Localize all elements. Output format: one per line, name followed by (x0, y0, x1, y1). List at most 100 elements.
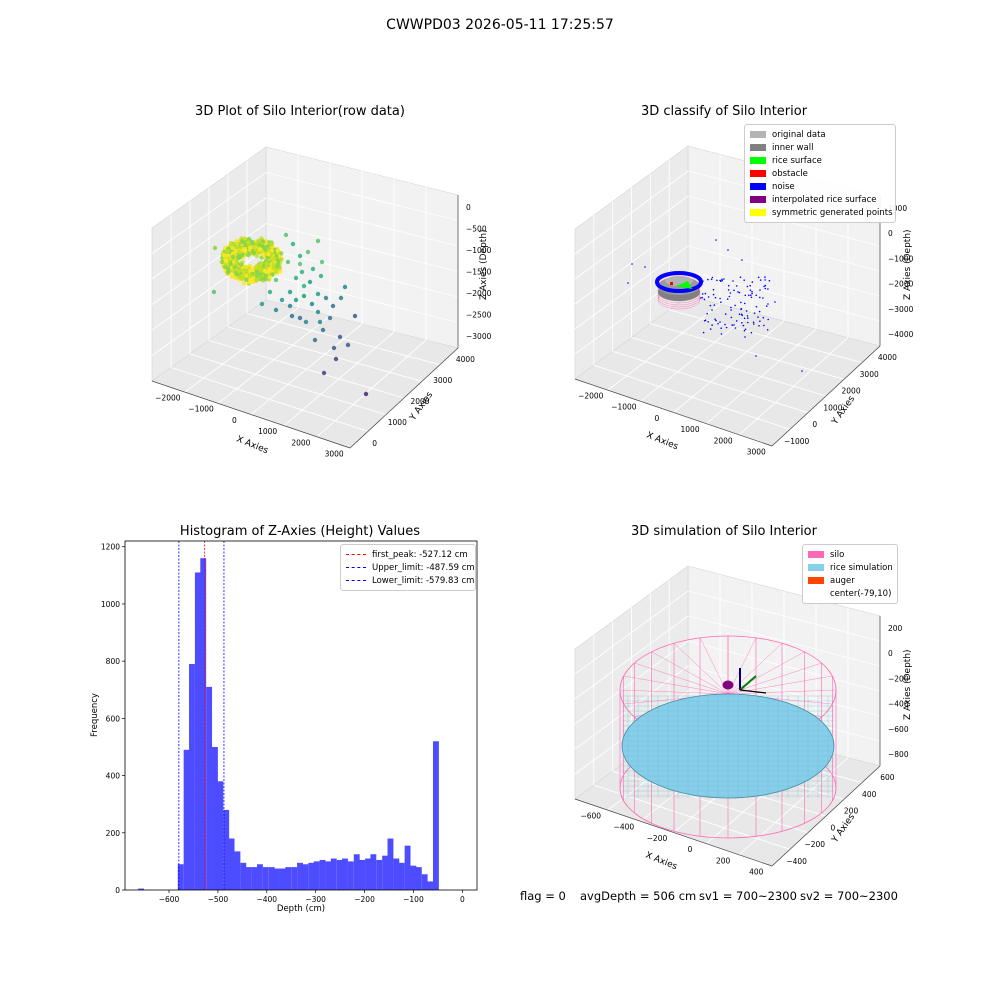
panel1-point (267, 249, 272, 255)
panel2-noise-point (734, 327, 737, 329)
panel2-noise-point (724, 323, 726, 326)
panel1-point (244, 271, 249, 277)
panel1-point (262, 254, 267, 259)
panel1-point (226, 254, 231, 259)
panel1-point (237, 270, 242, 275)
panel1-point (268, 259, 273, 264)
panel1-point (227, 253, 232, 258)
panel2-noise-point (744, 294, 747, 297)
panel1-point (257, 262, 263, 267)
panel1-point (229, 268, 235, 273)
panel1-point (234, 238, 239, 244)
panel1-point (232, 261, 238, 266)
panel1-point (242, 236, 247, 241)
panel1-point (277, 253, 283, 258)
panel1-point (232, 260, 237, 265)
panel1-point (257, 264, 263, 269)
panel1-point (262, 262, 267, 268)
panel1-point (271, 247, 276, 252)
panel1-point (268, 265, 273, 270)
panel1-point (312, 337, 318, 343)
panel1-point (235, 274, 240, 279)
panel1-point (240, 251, 245, 257)
panel1-point (258, 270, 264, 275)
panel1-point (270, 258, 275, 264)
panel2-noise-point (747, 317, 749, 319)
panel2-noise-point (707, 278, 709, 281)
panel1-point (238, 270, 243, 275)
panel1-point (260, 277, 266, 282)
panel1-point (266, 261, 271, 266)
panel1-point (317, 319, 323, 325)
panel2-noise-point (735, 320, 738, 322)
panel1-point (250, 243, 255, 248)
panel2-legend: original data inner wall rice surface obsta… (744, 124, 896, 223)
panel1-point (230, 245, 235, 251)
panel3-bar (262, 867, 269, 890)
panel1-point (265, 246, 271, 252)
panel4-x-tick: −200 (647, 834, 668, 843)
panel1-point (331, 345, 337, 351)
panel1-point (239, 276, 245, 281)
panel1-point (229, 241, 234, 247)
panel1-point (257, 263, 262, 269)
panel1-point (265, 264, 271, 269)
panel1-point (248, 268, 253, 273)
panel1-point (274, 254, 279, 259)
panel1-point (261, 243, 267, 248)
panel1-point (222, 264, 227, 269)
panel1-point (231, 253, 236, 258)
panel1-point (230, 262, 235, 267)
panel1-point (270, 257, 275, 263)
panel1-point (246, 252, 251, 258)
panel1-point (231, 264, 236, 269)
panel1-point (233, 249, 238, 254)
panel2-noise-point (720, 327, 722, 330)
panel1-point (273, 307, 279, 313)
panel1-point (242, 240, 247, 246)
panel1-point (252, 268, 257, 274)
panel2-inner-wall (658, 283, 700, 301)
panel1-point (232, 253, 238, 258)
panel1-point (272, 260, 278, 265)
panel1-point (301, 283, 307, 289)
panel1-point (243, 242, 248, 248)
panel1-point (237, 267, 242, 272)
panel1-point (255, 266, 261, 271)
panel1-point (261, 271, 266, 276)
status-avg-depth: avgDepth = 506 cm (580, 889, 697, 903)
panel1-point (262, 265, 268, 270)
panel1-point (265, 265, 271, 270)
panel1-point (269, 242, 274, 247)
panel3-bar (268, 867, 275, 890)
panel1-y-tick: 4000 (456, 355, 475, 364)
panel1-point (254, 253, 259, 259)
panel1-point (238, 262, 244, 267)
panel1-point (266, 272, 271, 277)
panel2-noise-point (700, 297, 702, 299)
panel1-point (230, 250, 235, 255)
panel1-point (237, 244, 242, 249)
panel1-point (223, 259, 228, 264)
panel2-noise-point (727, 284, 730, 287)
panel2-noise-point (720, 301, 722, 304)
panel3-legend-item: first_peak: -527.12 cm (346, 548, 470, 561)
panel1-point (242, 247, 248, 252)
panel2-noise-point (759, 296, 761, 299)
panel1-point (243, 270, 248, 275)
panel1-point (233, 270, 238, 275)
grid-line (574, 690, 689, 775)
y-axis-line (349, 347, 459, 449)
panel3-bar (319, 859, 326, 890)
panel1-point (251, 270, 256, 275)
panel1-point (234, 246, 239, 252)
panel2-noise-point (728, 295, 731, 298)
panel1-point (279, 297, 285, 303)
panel1-point (267, 274, 272, 280)
panel1-point (264, 245, 269, 250)
panel1-point (226, 262, 231, 267)
left-pane (151, 146, 267, 382)
panel1-point (239, 238, 244, 243)
panel1-point (251, 276, 256, 281)
panel2-y-tick: 3000 (860, 370, 879, 379)
